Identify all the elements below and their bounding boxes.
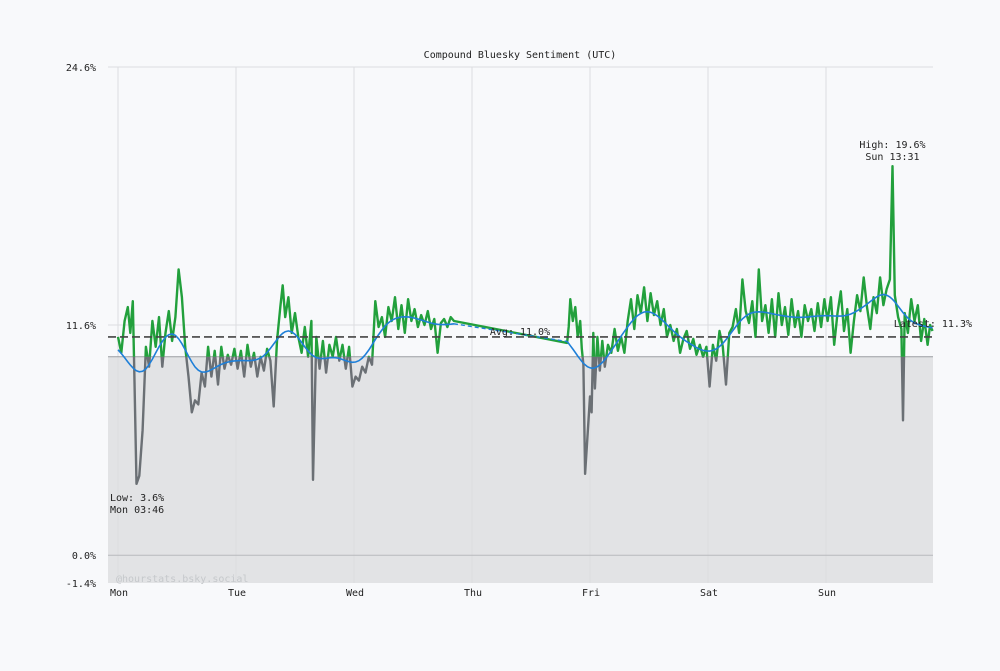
x-tick-label: Fri — [582, 588, 600, 599]
smoothed-trend — [117, 293, 933, 373]
x-tick-label: Sun — [818, 588, 836, 599]
avg-label: Avg: 11.0% — [490, 327, 550, 338]
below-threshold-zone — [108, 356, 933, 583]
smooth-line — [566, 293, 933, 369]
high-label: High: 19.6% — [859, 140, 925, 151]
x-tick-label: Wed — [346, 588, 364, 599]
low-label: Low: 3.6% — [110, 493, 164, 504]
watermark: @hourstats.bsky.social — [116, 574, 248, 585]
y-tick-label: 0.0% — [72, 551, 96, 562]
x-axis: Mon Tue Wed Thu Fri Sat Sun — [110, 588, 836, 599]
y-tick-label: -1.4% — [66, 579, 96, 590]
smooth-gap-line — [453, 323, 568, 343]
x-tick-label: Tue — [228, 588, 246, 599]
sentiment-line-above — [116, 165, 934, 357]
y-tick-label: 24.6% — [66, 63, 96, 74]
low-time: Mon 03:46 — [110, 505, 164, 516]
y-axis: 24.6% 11.6% 0.0% -1.4% — [66, 63, 96, 590]
sentiment-line-below — [132, 356, 906, 485]
smooth-line — [117, 315, 455, 373]
x-tick-label: Sat — [700, 588, 718, 599]
y-tick-label: 11.6% — [66, 321, 96, 332]
x-tick-label: Mon — [110, 588, 128, 599]
x-tick-label: Thu — [464, 588, 482, 599]
latest-label: Latest: 11.3% — [894, 319, 972, 330]
high-time: Sun 13:31 — [865, 152, 919, 163]
chart-title: Compound Bluesky Sentiment (UTC) — [424, 50, 617, 61]
